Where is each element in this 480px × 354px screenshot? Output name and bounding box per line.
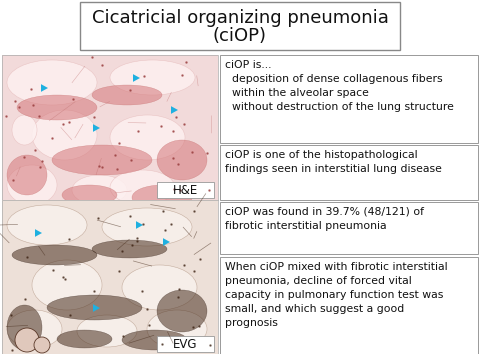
- Polygon shape: [93, 304, 100, 312]
- Bar: [220, 202, 478, 254]
- Ellipse shape: [102, 208, 192, 246]
- Text: ciOP is one of the histopathological
findings seen in interstitial lung disease: ciOP is one of the histopathological fin…: [225, 150, 442, 174]
- Ellipse shape: [147, 310, 207, 348]
- Bar: [80, 2, 400, 50]
- Ellipse shape: [110, 170, 175, 205]
- Polygon shape: [35, 229, 42, 237]
- Bar: [220, 145, 478, 200]
- Ellipse shape: [110, 115, 185, 160]
- Text: ciOP is...
  deposition of dense collagenous fibers
  within the alveolar space
: ciOP is... deposition of dense collageno…: [225, 60, 454, 112]
- Ellipse shape: [7, 305, 42, 350]
- Polygon shape: [171, 106, 178, 114]
- Ellipse shape: [122, 265, 197, 310]
- Ellipse shape: [7, 60, 97, 105]
- Ellipse shape: [122, 330, 187, 350]
- Ellipse shape: [12, 115, 37, 145]
- Polygon shape: [41, 84, 48, 92]
- Polygon shape: [136, 221, 143, 229]
- Ellipse shape: [92, 240, 167, 258]
- Ellipse shape: [57, 330, 112, 348]
- Ellipse shape: [12, 245, 97, 265]
- Bar: [220, 257, 478, 354]
- Ellipse shape: [7, 155, 47, 195]
- Ellipse shape: [157, 140, 207, 180]
- Text: (ciOP): (ciOP): [213, 27, 267, 45]
- Ellipse shape: [7, 205, 87, 245]
- Bar: [2, 200, 218, 354]
- Bar: [2, 55, 218, 200]
- Ellipse shape: [47, 295, 142, 320]
- Ellipse shape: [110, 60, 195, 95]
- Ellipse shape: [62, 185, 117, 205]
- Ellipse shape: [72, 175, 127, 205]
- Text: H&E: H&E: [172, 183, 198, 196]
- Text: Cicatricial organizing pneumonia: Cicatricial organizing pneumonia: [92, 9, 388, 27]
- Bar: [2, 55, 218, 200]
- Bar: [2, 200, 218, 354]
- Ellipse shape: [92, 85, 162, 105]
- Circle shape: [15, 328, 39, 352]
- Ellipse shape: [77, 315, 137, 347]
- Text: ciOP was found in 39.7% (48/121) of
fibrotic interstitial pneumonia: ciOP was found in 39.7% (48/121) of fibr…: [225, 207, 424, 231]
- Circle shape: [34, 337, 50, 353]
- Bar: [220, 55, 478, 143]
- Polygon shape: [93, 124, 100, 132]
- Ellipse shape: [7, 165, 57, 205]
- FancyBboxPatch shape: [157, 336, 214, 352]
- Text: EVG: EVG: [173, 337, 197, 350]
- Ellipse shape: [132, 185, 192, 210]
- Ellipse shape: [7, 310, 62, 348]
- Ellipse shape: [32, 110, 97, 160]
- Ellipse shape: [52, 145, 152, 175]
- Text: When ciOP mixed with fibrotic interstitial
pneumonia, decline of forced vital
ca: When ciOP mixed with fibrotic interstiti…: [225, 262, 448, 328]
- Polygon shape: [133, 74, 140, 82]
- Ellipse shape: [17, 95, 97, 120]
- Ellipse shape: [32, 260, 102, 310]
- FancyBboxPatch shape: [157, 182, 214, 198]
- Ellipse shape: [157, 290, 207, 332]
- Polygon shape: [163, 238, 170, 246]
